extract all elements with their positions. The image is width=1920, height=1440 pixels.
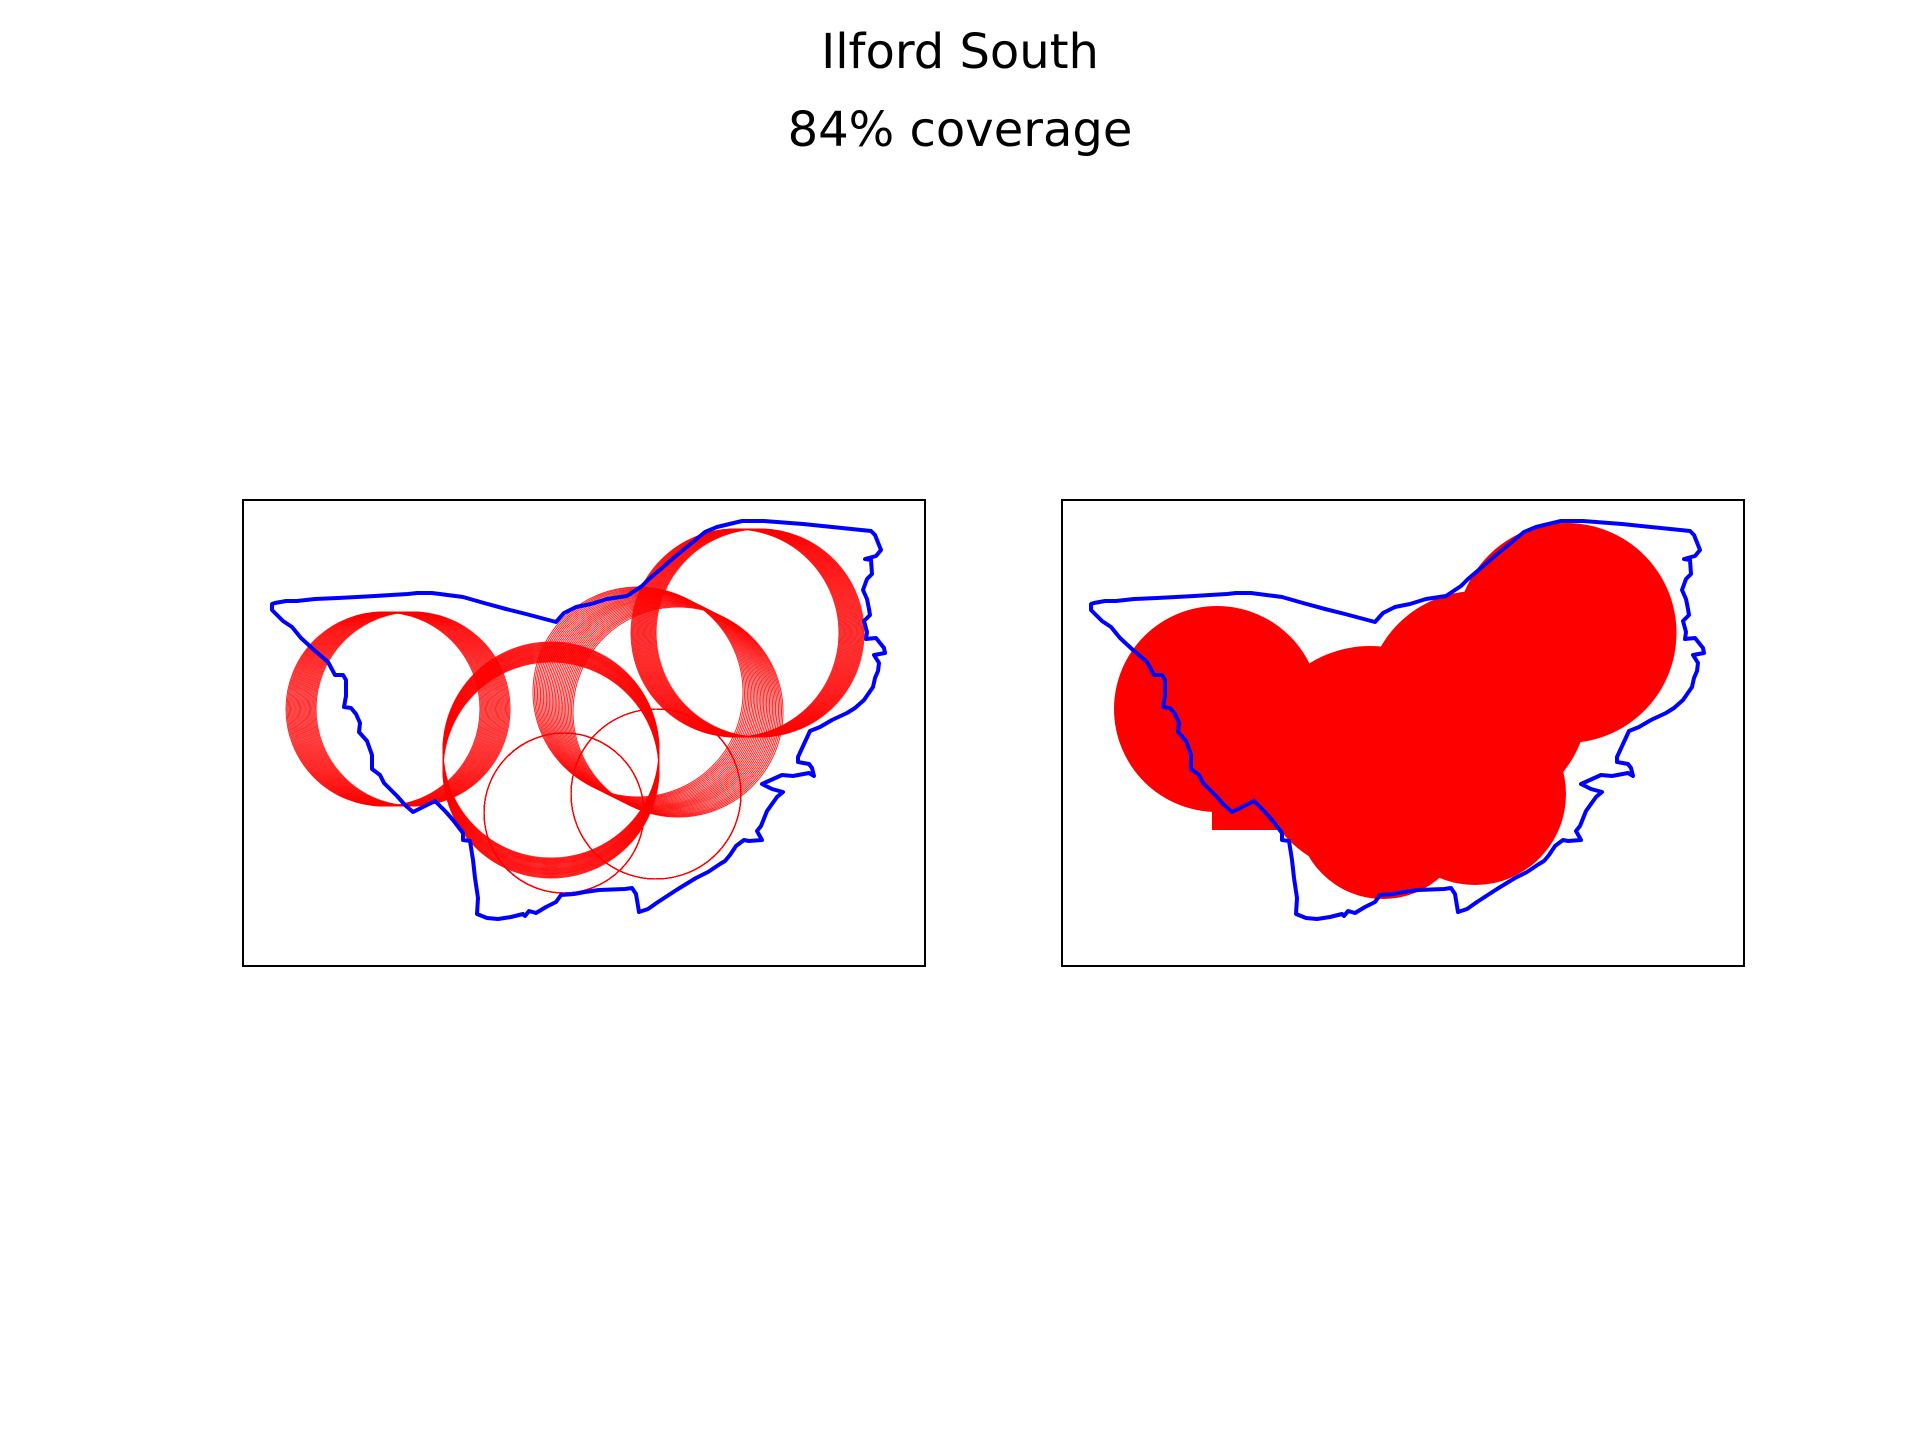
coverage-circle-outline bbox=[572, 606, 784, 818]
coverage-circle-outline bbox=[568, 604, 780, 816]
panel-left bbox=[242, 499, 926, 967]
coverage-circle-outline bbox=[571, 605, 783, 817]
constituency-boundary bbox=[1089, 519, 1706, 921]
coverage-circle-outline bbox=[565, 602, 777, 814]
coverage-circle-outline bbox=[557, 599, 769, 811]
axes-frame bbox=[242, 499, 926, 967]
axes-frame bbox=[1061, 499, 1745, 967]
chart-subtitle: 84% coverage bbox=[787, 102, 1133, 158]
coverage-union-fill bbox=[1212, 670, 1542, 830]
constituency-boundary bbox=[270, 519, 887, 921]
coverage-circle-outline bbox=[560, 600, 772, 812]
coverage-circle-outline bbox=[569, 605, 781, 817]
coverage-circle-outline bbox=[630, 528, 840, 738]
chart-title: Ilford South bbox=[821, 24, 1099, 80]
coverage-circle-outline bbox=[570, 708, 742, 880]
coverage-circle-outline bbox=[562, 601, 774, 813]
coverage-circle-outline bbox=[563, 602, 775, 814]
panel-right bbox=[1061, 499, 1745, 967]
coverage-circle-outline bbox=[559, 599, 771, 811]
coverage-circle-outline bbox=[566, 603, 778, 815]
coverage-circle-outline bbox=[315, 611, 511, 807]
